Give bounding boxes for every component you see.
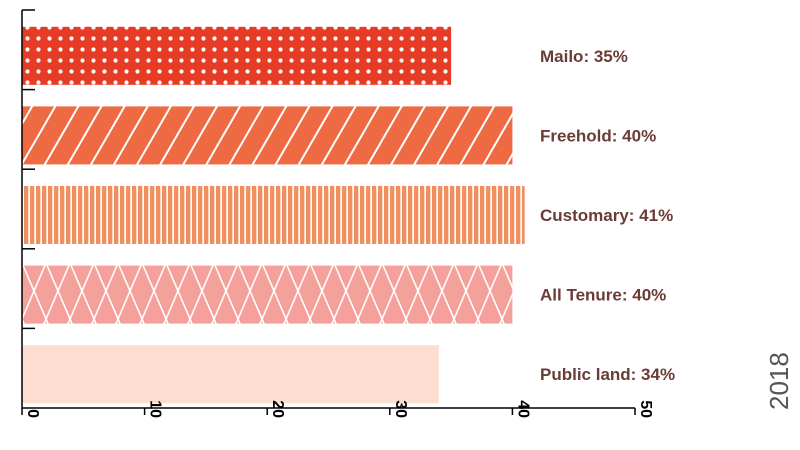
axes-layer: 0 10 20 30 40 50 <box>21 9 654 418</box>
x-tick-label: 40 <box>514 400 531 418</box>
data-label: Mailo: 35% <box>540 47 628 66</box>
x-tick-label: 50 <box>637 400 654 418</box>
data-label: Freehold: 40% <box>540 126 656 145</box>
bars-layer <box>22 26 525 404</box>
x-tick-label: 30 <box>392 400 409 418</box>
data-label: All Tenure: 40% <box>540 286 666 305</box>
x-tick-label: 0 <box>24 409 41 418</box>
x-tick-label: 10 <box>147 400 164 418</box>
year-annotation: 2018 <box>764 352 794 410</box>
bar-mailo <box>22 26 452 85</box>
bar-public-land <box>22 345 439 404</box>
bar-labels-layer: Mailo: 35% Freehold: 40% Customary: 41% All… <box>540 47 675 384</box>
data-label: Customary: 41% <box>540 206 673 225</box>
bar-freehold <box>22 106 513 165</box>
bar-all-tenure <box>22 265 513 324</box>
data-label: Public land: 34% <box>540 365 675 384</box>
x-tick-label: 20 <box>269 400 286 418</box>
bar-customary <box>22 186 525 244</box>
